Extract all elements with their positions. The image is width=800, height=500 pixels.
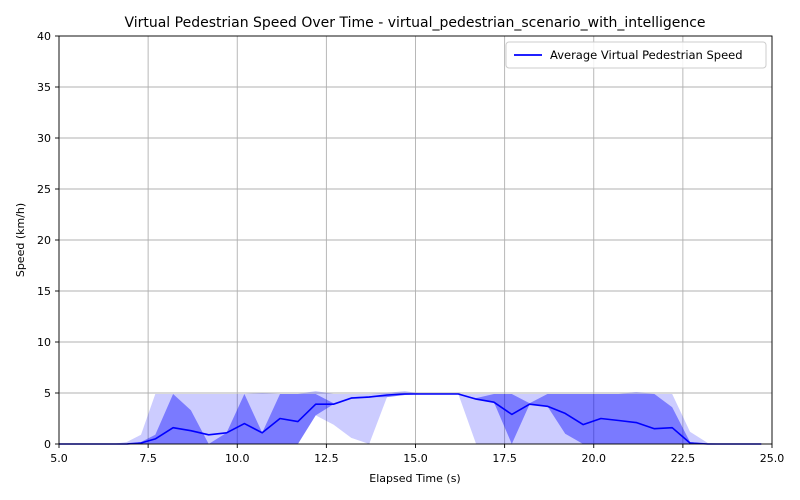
legend-label: Average Virtual Pedestrian Speed bbox=[550, 48, 743, 62]
x-tick-label: 7.5 bbox=[139, 452, 157, 465]
x-tick-label: 12.5 bbox=[314, 452, 339, 465]
speed-band-1 bbox=[59, 391, 762, 444]
x-axis-ticks: 5.0 7.5 10.0 12.5 15.0 17.5 20.0 22.5 25.0 bbox=[50, 444, 784, 465]
x-tick-label: 17.5 bbox=[492, 452, 517, 465]
series-lines bbox=[59, 393, 762, 445]
y-tick-label: 0 bbox=[44, 438, 51, 451]
y-tick-label: 10 bbox=[37, 336, 51, 349]
chart-title: Virtual Pedestrian Speed Over Time - vir… bbox=[124, 15, 705, 31]
x-tick-label: 22.5 bbox=[671, 452, 696, 465]
legend: Average Virtual Pedestrian Speed bbox=[505, 41, 767, 69]
y-axis-label: Speed (km/h) bbox=[14, 203, 27, 277]
x-axis-label: Elapsed Time (s) bbox=[369, 472, 460, 485]
y-tick-label: 30 bbox=[37, 132, 51, 145]
y-tick-label: 35 bbox=[37, 81, 51, 94]
series-line-1 bbox=[59, 393, 762, 445]
y-tick-label: 5 bbox=[44, 387, 51, 400]
x-tick-label: 15.0 bbox=[403, 452, 428, 465]
speed-band-2 bbox=[59, 394, 762, 444]
y-tick-label: 15 bbox=[37, 285, 51, 298]
y-tick-label: 40 bbox=[37, 30, 51, 43]
legend-box bbox=[505, 41, 767, 69]
x-tick-label: 20.0 bbox=[582, 452, 607, 465]
x-tick-label: 5.0 bbox=[50, 452, 68, 465]
y-tick-label: 25 bbox=[37, 183, 51, 196]
y-tick-label: 20 bbox=[37, 234, 51, 247]
gridlines bbox=[58, 35, 773, 445]
y-axis-ticks: 0 5 10 15 20 25 30 35 40 bbox=[37, 30, 59, 451]
speed-range-bands bbox=[59, 391, 762, 444]
x-tick-label: 25.0 bbox=[760, 452, 785, 465]
x-tick-label: 10.0 bbox=[225, 452, 250, 465]
